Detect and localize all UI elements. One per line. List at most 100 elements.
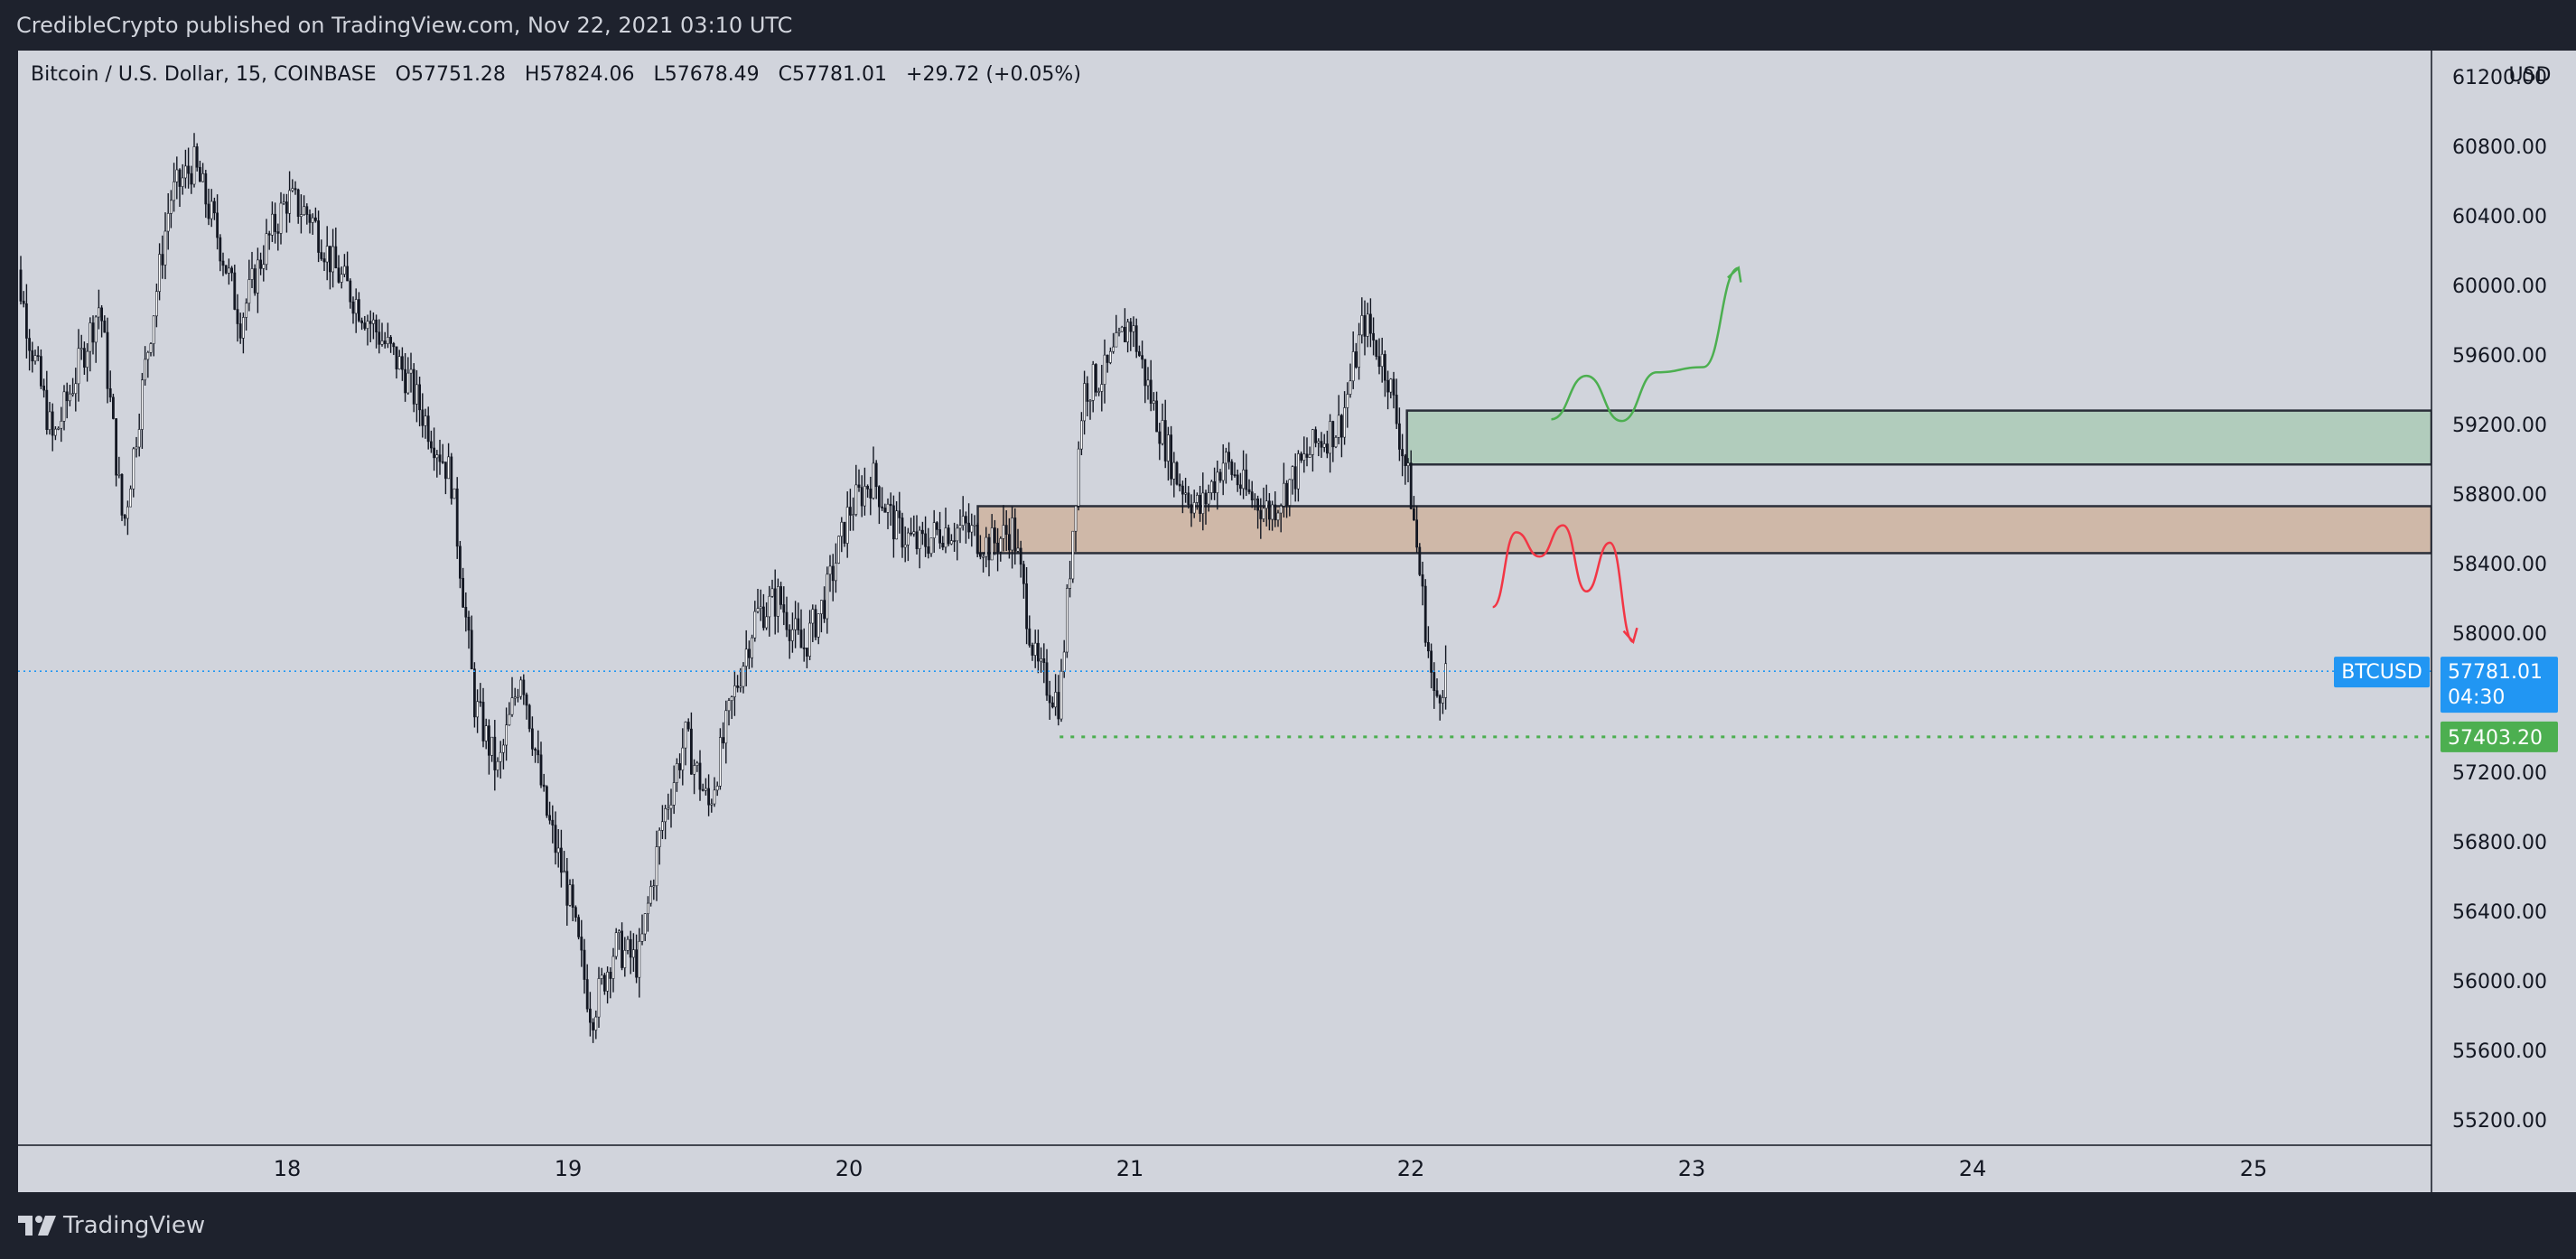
- candle-body: [935, 522, 938, 530]
- candle-body: [1366, 313, 1369, 337]
- open-value: 57751.28: [410, 63, 506, 86]
- candle-body: [1106, 354, 1109, 363]
- candle-body: [166, 213, 170, 232]
- candle-body: [938, 529, 942, 544]
- candle-body: [470, 630, 473, 670]
- candle-body: [742, 666, 745, 687]
- candle-body: [389, 337, 393, 344]
- candle-body: [530, 728, 534, 750]
- candle-body: [1054, 692, 1058, 708]
- candle-body: [1155, 400, 1159, 433]
- candle-body: [577, 917, 581, 937]
- candle-body: [175, 169, 179, 182]
- candle-body: [756, 608, 760, 612]
- candle-body: [253, 268, 257, 294]
- candle-body: [527, 704, 531, 730]
- candle-body: [170, 200, 173, 214]
- price-tick-label: 56800.00: [2452, 832, 2547, 854]
- candle-body: [245, 303, 248, 318]
- candle-body: [360, 320, 364, 323]
- candle-body: [901, 518, 904, 548]
- candle-body: [1242, 469, 1246, 490]
- candle-body: [291, 188, 294, 191]
- candle-body: [187, 165, 191, 174]
- candle-body: [1337, 415, 1340, 438]
- candle-body: [259, 259, 263, 269]
- candle-body: [48, 411, 51, 431]
- candle-body: [447, 456, 451, 480]
- price-axis-bg: [2431, 51, 2576, 1192]
- candle-body: [1389, 378, 1393, 393]
- candle-body: [1048, 695, 1051, 704]
- candle-body: [898, 510, 901, 518]
- candle-body: [305, 206, 309, 215]
- candle-body: [655, 846, 658, 886]
- date-tick-label: 22: [1397, 1156, 1425, 1181]
- candle-body: [71, 393, 75, 396]
- candle-body: [516, 695, 519, 698]
- candle-body: [1444, 663, 1448, 698]
- candle-body: [137, 429, 141, 448]
- candle-body: [646, 902, 649, 915]
- candle-body: [1247, 489, 1251, 492]
- candle-body: [987, 536, 991, 561]
- candle-body: [1132, 325, 1135, 332]
- candle-body: [1380, 353, 1384, 368]
- candle-body: [141, 379, 144, 430]
- candle-body: [790, 629, 794, 641]
- candle-body: [640, 933, 644, 942]
- close-label: C: [778, 63, 793, 86]
- candle-body: [718, 737, 722, 787]
- candle-body: [328, 246, 331, 273]
- tradingview-logo[interactable]: TradingView: [18, 1212, 205, 1239]
- chart-pane[interactable]: 55200.00 55600.00 56000.00 56400.00 56800.00…: [18, 51, 2576, 1192]
- candle-body: [1442, 697, 1444, 704]
- candle-body: [68, 393, 71, 402]
- candle-body: [973, 524, 976, 527]
- candle-body: [866, 486, 870, 490]
- candle-body: [112, 396, 115, 419]
- candle-body: [490, 736, 494, 756]
- candle-body: [308, 214, 312, 223]
- candle-body: [1086, 383, 1089, 402]
- candle-body: [1149, 379, 1153, 404]
- date-tick-label: 25: [2240, 1156, 2268, 1181]
- candle-body: [678, 763, 682, 770]
- candle-body: [79, 348, 83, 350]
- candle-body: [799, 630, 803, 648]
- candle-body: [994, 527, 996, 544]
- candle-body: [236, 309, 239, 324]
- candle-body: [1077, 448, 1080, 507]
- candle-body: [958, 525, 962, 529]
- candle-body: [1302, 453, 1306, 461]
- candle-body: [195, 146, 199, 168]
- candle-body: [1126, 322, 1130, 343]
- candle-body: [617, 930, 621, 933]
- candle-body: [1305, 453, 1309, 458]
- candle-body: [1059, 670, 1063, 720]
- footer-bar: TradingView: [0, 1192, 2576, 1259]
- candle-body: [537, 750, 540, 756]
- candle-body: [1004, 525, 1008, 536]
- candle-body: [747, 648, 751, 658]
- candle-body: [476, 701, 480, 718]
- candle-body: [592, 1021, 595, 1031]
- candle-body: [698, 762, 702, 790]
- candle-body: [1372, 332, 1376, 340]
- candle-body: [429, 441, 433, 449]
- candle-body: [123, 515, 126, 519]
- candle-body: [1398, 423, 1401, 450]
- candle-body: [574, 907, 577, 918]
- price-chart[interactable]: 55200.00 55600.00 56000.00 56400.00 56800.00…: [18, 51, 2576, 1192]
- candle-body: [65, 391, 69, 402]
- candle-body: [1293, 466, 1297, 490]
- candle-body: [1308, 454, 1311, 458]
- candle-body: [184, 165, 187, 179]
- candle-body: [999, 537, 1003, 553]
- price-tick-label: 57200.00: [2452, 762, 2547, 785]
- candle-body: [585, 979, 589, 1010]
- candle-body: [424, 415, 427, 426]
- candle-body: [1392, 378, 1395, 396]
- candle-body: [912, 531, 916, 535]
- candle-body: [1080, 420, 1083, 450]
